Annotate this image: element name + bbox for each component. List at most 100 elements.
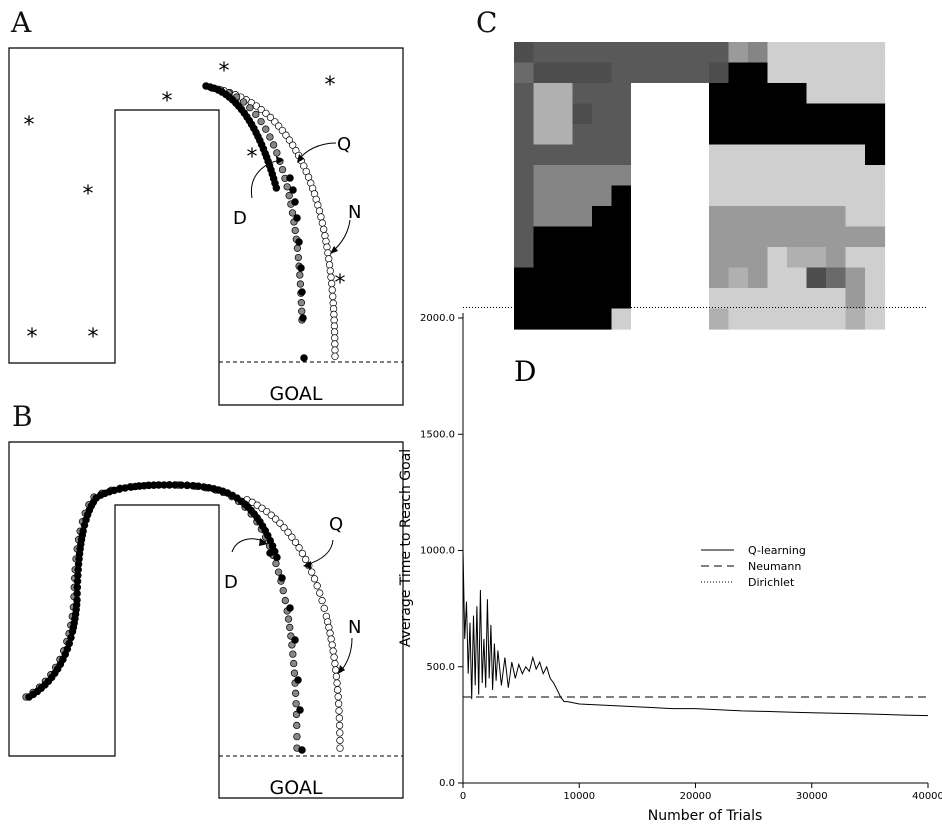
grid-cell [806, 124, 827, 146]
start-marker: * [88, 325, 99, 350]
neumann-point [326, 629, 334, 637]
maze-panel-a: GOAL * * * * * * * * * D Q N [8, 47, 404, 406]
grid-cell [787, 62, 808, 84]
y-tick-label: 1500.0 [420, 429, 455, 440]
arrow-head-n-a [330, 246, 338, 254]
q-learning-point [246, 104, 254, 112]
grid-cell [806, 83, 827, 105]
grid-cell [533, 83, 554, 105]
grid-cell [845, 267, 866, 289]
q-learning-point [252, 110, 260, 119]
goal-label-b: GOAL [270, 777, 323, 799]
grid-cell [826, 247, 847, 269]
q-learning-point [286, 623, 294, 632]
grid-cell [572, 206, 593, 228]
legend-label: Q-learning [748, 544, 806, 557]
grid-cell [826, 226, 847, 248]
grid-cell [572, 226, 593, 248]
neumann-point [318, 219, 326, 227]
grid-cell [514, 103, 535, 125]
neumann-point [328, 286, 336, 294]
grid-cell [631, 247, 652, 269]
neumann-point [280, 523, 288, 532]
grid-cell [631, 206, 652, 228]
q-learning-point [281, 596, 289, 605]
neumann-point [266, 113, 275, 122]
grid-cell [611, 103, 632, 125]
grid-cell [767, 103, 788, 125]
grid-cell [533, 288, 554, 310]
grid-cell [514, 288, 535, 310]
grid-cell [572, 308, 593, 330]
grid-cell [845, 288, 866, 310]
grid-cell [728, 308, 749, 330]
q-learning-point [289, 650, 297, 658]
grid-cell [787, 247, 808, 269]
neumann-point [284, 528, 292, 536]
series-q-learning [462, 548, 929, 717]
neumann-point [313, 582, 321, 590]
grid-cell [728, 62, 749, 84]
grid-cell [514, 165, 535, 187]
grid-cell [689, 103, 710, 125]
x-tick-label: 0 [460, 791, 466, 802]
label-d-b: D [224, 572, 238, 593]
neumann-point [325, 255, 333, 263]
grid-cell [592, 185, 613, 207]
y-tick-label: 1000.0 [420, 546, 455, 557]
grid-cell [514, 308, 535, 330]
dirichlet-point [73, 596, 81, 604]
maze-outline-a [8, 47, 404, 406]
q-learning-point [273, 149, 281, 157]
grid-cell [728, 165, 749, 187]
grid-cell [631, 103, 652, 125]
grid-cell [845, 226, 866, 248]
dirichlet-point [294, 676, 302, 684]
grid-cell [611, 308, 632, 330]
dirichlet-point [300, 354, 308, 362]
grid-cell [787, 103, 808, 125]
grid-cell [572, 247, 593, 269]
grid-cell [826, 308, 847, 330]
grid-cell [709, 124, 730, 146]
grid-cell [553, 144, 574, 166]
grid-cell [748, 103, 769, 125]
grid-cell [865, 267, 886, 289]
grid-cell [709, 185, 730, 207]
maze-panel-b: GOAL D Q N [8, 441, 404, 799]
grid-cell [611, 206, 632, 228]
grid-cell [611, 267, 632, 289]
grid-cell [728, 247, 749, 269]
neumann-point [336, 744, 344, 752]
grid-cell [826, 267, 847, 289]
grid-cell [728, 42, 749, 64]
grid-cell [806, 267, 827, 289]
grid-cell [533, 42, 554, 64]
grid-cell [865, 288, 886, 310]
y-axis-label: Average Time to Reach Goal [398, 449, 414, 647]
grid-cell [689, 124, 710, 146]
grid-cell [748, 247, 769, 269]
grid-cell [592, 83, 613, 105]
series-lines [462, 307, 929, 717]
grid-cell [865, 124, 886, 146]
grid-cell [553, 247, 574, 269]
grid-cell [572, 267, 593, 289]
grid-cell [865, 42, 886, 64]
neumann-point [325, 261, 334, 269]
grid-cell [845, 83, 866, 105]
grid-cell [845, 124, 866, 146]
grid-cell [514, 267, 535, 289]
grid-cell [611, 124, 632, 146]
grid-cell [533, 226, 554, 248]
neumann-point [291, 538, 300, 546]
neumann-point [324, 249, 332, 257]
grid-cell [826, 83, 847, 105]
y-tick-label: 0.0 [439, 778, 455, 789]
grid-cell [865, 62, 886, 84]
grid-cell [748, 83, 769, 105]
q-learning-point [274, 568, 283, 576]
grid-cell [767, 42, 788, 64]
q-learning-point [262, 125, 270, 133]
grid-cell [767, 247, 788, 269]
